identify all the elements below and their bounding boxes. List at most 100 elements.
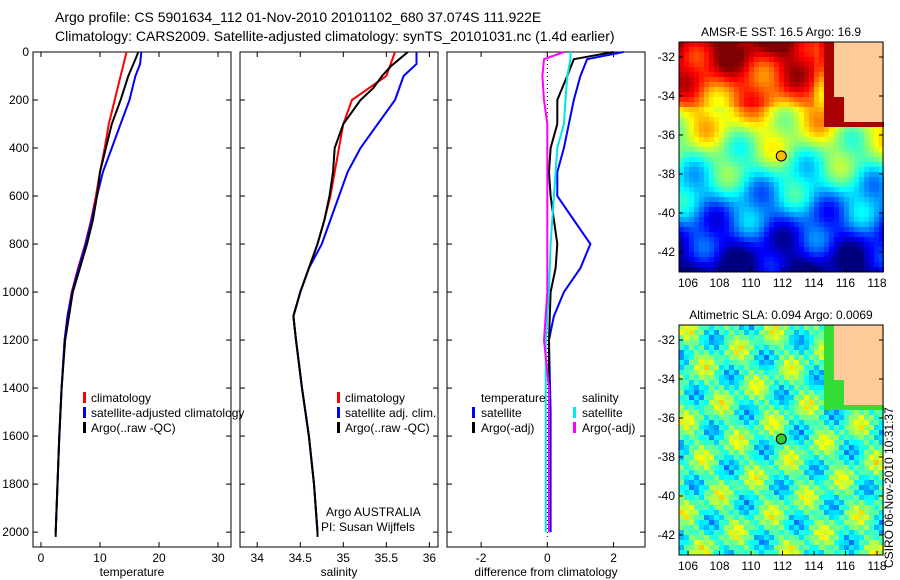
map-cell (824, 77, 829, 82)
map-cell (789, 380, 794, 385)
map-cell (839, 520, 844, 525)
map-cell (869, 267, 874, 272)
map-cell (679, 495, 684, 500)
map-cell (774, 47, 779, 52)
map-cell (714, 97, 719, 102)
map-cell (714, 505, 719, 510)
map-cell (819, 365, 824, 370)
map-cell (749, 405, 754, 410)
map-cell (764, 470, 769, 475)
map-cell (879, 390, 884, 395)
map-cell (724, 350, 729, 355)
x-tick-label: 36 (423, 551, 437, 565)
map-cell (824, 395, 829, 400)
map-cell (874, 187, 879, 192)
map-frame (678, 324, 884, 556)
map-cell (859, 157, 864, 162)
map-cell (754, 525, 759, 530)
map-cell (694, 430, 699, 435)
map-cell (749, 207, 754, 212)
map-cell (859, 350, 864, 355)
map-cell (839, 425, 844, 430)
map-cell (699, 182, 704, 187)
map-cell (814, 262, 819, 267)
map-cell (789, 207, 794, 212)
map-cell (739, 92, 744, 97)
map-cell (824, 490, 829, 495)
map-cell (809, 340, 814, 345)
map-cell (774, 485, 779, 490)
map-cell (839, 485, 844, 490)
map-cell (749, 52, 754, 57)
map-cell (844, 420, 849, 425)
map-cell (844, 395, 849, 400)
map-cell (769, 62, 774, 67)
lon-tick-label: 114 (804, 276, 823, 290)
map-cell (864, 82, 869, 87)
x-tick-label: 2 (610, 551, 617, 565)
map-cell (734, 415, 739, 420)
map-cell (774, 67, 779, 72)
map-cell (754, 42, 759, 47)
map-cell (769, 490, 774, 495)
map-cell (724, 247, 729, 252)
map-cell (779, 520, 784, 525)
map-cell (714, 92, 719, 97)
map-cell (834, 267, 839, 272)
map-cell (874, 232, 879, 237)
map-cell (679, 97, 684, 102)
map-cell (769, 440, 774, 445)
map-cell (749, 490, 754, 495)
map-cell (759, 227, 764, 232)
map-cell (769, 505, 774, 510)
map-cell (709, 57, 714, 62)
map-cell (819, 202, 824, 207)
map-cell (744, 400, 749, 405)
map-cell (764, 365, 769, 370)
map-cell (694, 247, 699, 252)
map-cell (734, 400, 739, 405)
map-cell (774, 232, 779, 237)
map-cell (849, 455, 854, 460)
map-cell (809, 87, 814, 92)
legend-temp-satellite: satellite (481, 406, 522, 420)
map-cell (799, 182, 804, 187)
map-cell (749, 545, 754, 550)
map-cell (799, 515, 804, 520)
map-cell (859, 227, 864, 232)
map-cell (839, 102, 844, 107)
map-cell (804, 550, 809, 555)
map-cell (714, 77, 719, 82)
map-cell (759, 152, 764, 157)
map-cell (824, 415, 829, 420)
map-cell (739, 162, 744, 167)
map-cell (829, 197, 834, 202)
map-cell (719, 107, 724, 112)
map-cell (734, 167, 739, 172)
map-cell (804, 112, 809, 117)
map-cell (844, 182, 849, 187)
map-cell (714, 217, 719, 222)
map-cell (879, 112, 884, 117)
map-cell (734, 72, 739, 77)
map-cell (704, 460, 709, 465)
map-cell (744, 430, 749, 435)
map-cell (774, 182, 779, 187)
map-cell (774, 520, 779, 525)
map-cell (809, 370, 814, 375)
map-cell (854, 445, 859, 450)
map-cell (819, 370, 824, 375)
map-cell (689, 420, 694, 425)
map-cell (769, 360, 774, 365)
map-cell (734, 102, 739, 107)
map-cell (839, 87, 844, 92)
map-cell (849, 57, 854, 62)
map-cell (714, 375, 719, 380)
map-cell (694, 450, 699, 455)
map-cell (754, 400, 759, 405)
map-cell (839, 470, 844, 475)
map-cell (839, 545, 844, 550)
map-cell (799, 440, 804, 445)
map-cell (824, 450, 829, 455)
map-cell (689, 365, 694, 370)
